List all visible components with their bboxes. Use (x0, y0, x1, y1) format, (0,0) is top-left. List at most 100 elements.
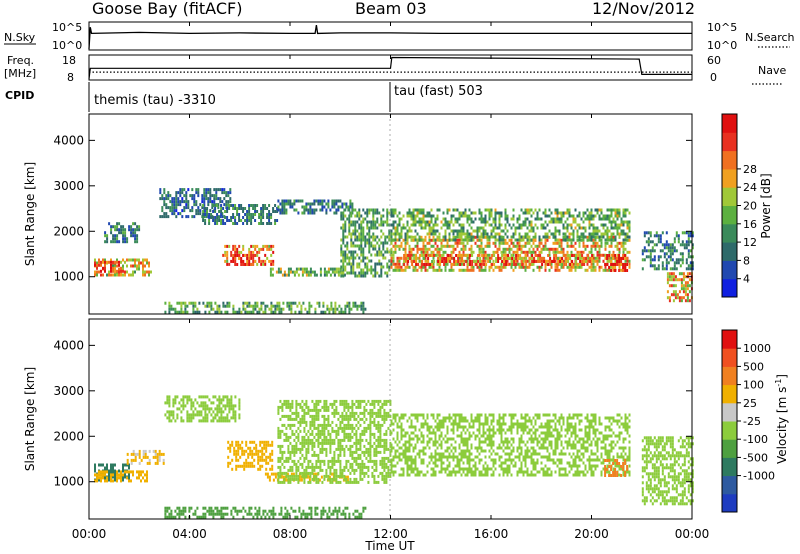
heatmap-cell-6 (359, 411, 362, 415)
heatmap-cell-6 (349, 411, 352, 415)
heatmap-cell-10 (532, 268, 535, 272)
heatmap-cell-11 (538, 208, 541, 212)
heatmap-cell-12 (425, 263, 428, 266)
heatmap-cell-4 (254, 213, 257, 216)
heatmap-cell-6 (357, 414, 360, 418)
heatmap-cell-10 (430, 250, 433, 254)
heatmap-cell-6 (305, 465, 308, 469)
heatmap-cell-8 (341, 205, 344, 209)
heatmap-cell-15 (684, 281, 687, 285)
heatmap-cell-11 (530, 238, 533, 242)
heatmap-cell-16 (358, 304, 361, 308)
heatmap-cell-4 (249, 464, 252, 468)
heatmap-cell-11 (594, 214, 597, 218)
heatmap-cell-16 (344, 310, 347, 314)
heatmap-cell-14 (657, 258, 660, 262)
heatmap-cell-2 (116, 234, 119, 238)
heatmap-cell-6 (311, 429, 314, 433)
heatmap-cell-8 (327, 199, 330, 203)
heatmap-cell-6 (303, 420, 306, 424)
heatmap-cell-4 (233, 452, 236, 456)
heatmap-cell-6 (313, 408, 316, 412)
heatmap-cell-15 (672, 275, 675, 279)
heatmap-cell-10 (454, 241, 457, 245)
heatmap-cell-6 (319, 429, 322, 433)
heatmap-cell-14 (649, 255, 652, 259)
heatmap-cell-4 (204, 213, 207, 216)
heatmap-cell-10 (414, 244, 417, 248)
heatmap-cell-3 (166, 416, 169, 420)
heatmap-cell-14 (647, 243, 650, 247)
heatmap-cell-16 (326, 304, 329, 308)
heatmap-cell-7 (406, 449, 409, 453)
heatmap-cell-3 (230, 407, 233, 411)
heatmap-cell-4 (214, 210, 217, 213)
heatmap-cell-9 (384, 256, 387, 260)
heatmap-cell-3 (234, 419, 237, 423)
heatmap-cell-9 (372, 214, 375, 218)
heatmap-cell-3 (171, 197, 174, 201)
heatmap-cell-6 (293, 423, 296, 427)
heatmap-cell-1 (96, 266, 98, 270)
heatmap-cell-10 (566, 265, 569, 269)
heatmap-cell-14 (681, 261, 684, 265)
heatmap-cell-6 (353, 459, 356, 463)
heatmap-cell-10 (568, 235, 571, 239)
heatmap-cell-11 (456, 220, 459, 224)
heatmap-cell-10 (446, 244, 449, 248)
heatmap-cell-9 (366, 220, 369, 224)
heatmap-cell-6 (323, 405, 326, 409)
heatmap-cell-4 (233, 449, 236, 453)
heatmap-cell-8 (291, 205, 294, 209)
heatmap-cell-16 (210, 301, 213, 305)
heatmap-cell-11 (462, 214, 465, 218)
heatmap-cell-9 (374, 262, 377, 266)
heatmap-cell-4 (256, 210, 259, 213)
heatmap-cell-4 (267, 443, 270, 447)
heatmap-cell-6 (351, 429, 354, 433)
heatmap-cell-11 (616, 214, 619, 218)
heatmap-cell-6 (299, 450, 302, 454)
heatmap-cell-12 (487, 260, 490, 263)
heatmap-cell-7 (327, 267, 330, 271)
heatmap-cell-11 (588, 214, 591, 218)
heatmap-cell-11 (464, 214, 467, 218)
heatmap-cell-14 (661, 243, 664, 247)
heatmap-cell-6 (313, 435, 316, 439)
heatmap-cell-11 (588, 217, 591, 221)
heatmap-cell-4 (274, 219, 277, 222)
heatmap-cell-2 (122, 231, 125, 235)
heatmap-cell-6 (373, 447, 376, 451)
heatmap-cell-4 (206, 207, 209, 210)
heatmap-cell-6 (246, 260, 249, 263)
heatmap-cell-3 (203, 209, 206, 213)
heatmap-cell-3 (214, 407, 217, 411)
heatmap-cell-11 (492, 226, 495, 230)
heatmap-cell-16 (212, 307, 215, 311)
heatmap-cell-11 (466, 235, 469, 239)
heatmap-cell-8 (301, 211, 304, 215)
heatmap-cell-12 (539, 260, 542, 263)
heatmap-cell-11 (540, 217, 543, 221)
heatmap-cell-10 (610, 241, 613, 245)
heatmap-cell-6 (361, 477, 364, 481)
heatmap-cell-6 (299, 417, 302, 421)
heatmap-cell-16 (172, 307, 175, 311)
heatmap-cell-7 (285, 273, 288, 277)
heatmap-cell-6 (244, 263, 247, 266)
heatmap-cell-3 (170, 410, 173, 414)
heatmap-cell-6 (313, 474, 316, 478)
heatmap-cell-5 (274, 475, 277, 479)
heatmap-cell-6 (285, 474, 288, 478)
heatmap-cell-11 (608, 238, 611, 242)
heatmap-cell-0 (114, 264, 116, 268)
heatmap-cell-12 (437, 257, 440, 260)
heatmap-cell-1 (104, 266, 106, 270)
heatmap-cell-0 (144, 258, 146, 262)
heatmap-cell-6 (250, 263, 253, 266)
heatmap-cell-11 (562, 238, 565, 242)
heatmap-cell-11 (600, 211, 603, 215)
heatmap-cell-12 (569, 257, 572, 260)
heatmap-cell-6 (289, 480, 292, 484)
heatmap-cell-10 (480, 265, 483, 269)
